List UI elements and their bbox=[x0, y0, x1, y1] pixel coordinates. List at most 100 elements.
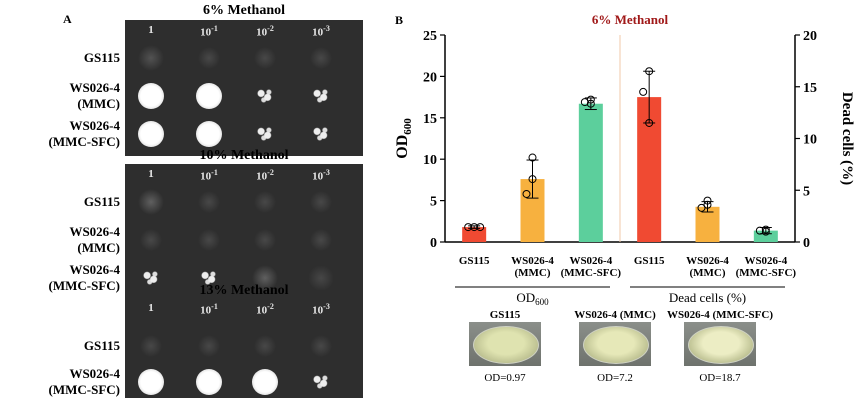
data-point bbox=[645, 118, 654, 127]
colony-spot bbox=[196, 189, 222, 215]
colony-spot bbox=[138, 83, 164, 109]
dilution-label: 10-1 bbox=[200, 168, 218, 183]
dilution-label: 10-2 bbox=[256, 24, 274, 39]
photo-title: WS026-4 (MMC-SFC) bbox=[666, 309, 773, 321]
data-point bbox=[703, 196, 712, 205]
plate-title: 6% Methanol bbox=[202, 3, 286, 18]
colony-spot bbox=[308, 333, 334, 359]
culture-dish bbox=[473, 326, 539, 364]
strain-variant: (MMC-SFC) bbox=[48, 278, 120, 293]
colony-spot bbox=[196, 45, 222, 71]
culture-dish bbox=[583, 326, 649, 364]
strain-label: WS026-4 (MMC) bbox=[20, 80, 120, 112]
right-tick-label: 15 bbox=[803, 81, 817, 96]
strain-name: WS026-4 bbox=[69, 80, 120, 95]
data-point bbox=[522, 189, 531, 198]
colony-spot bbox=[252, 333, 278, 359]
panel-a-letter: A bbox=[63, 12, 72, 26]
data-point bbox=[528, 175, 537, 184]
category-label-sub: (MMC-SFC) bbox=[561, 267, 622, 279]
strain-label: WS026-4 (MMC) bbox=[20, 224, 120, 256]
strain-name: WS026-4 bbox=[69, 366, 120, 381]
strain-variant: (MMC-SFC) bbox=[48, 382, 120, 397]
colony-spot bbox=[308, 227, 334, 253]
strain-name: GS115 bbox=[83, 50, 120, 65]
group-label-sub: 600 bbox=[535, 297, 549, 307]
data-point bbox=[586, 95, 595, 104]
category-label-sub: (MMC) bbox=[689, 267, 725, 279]
colony-spot bbox=[138, 265, 164, 291]
colony-spot bbox=[252, 227, 278, 253]
colony-spot bbox=[252, 265, 278, 291]
colony-spot bbox=[138, 121, 164, 147]
od-caption: OD=0.97 bbox=[484, 372, 526, 384]
colony-spot bbox=[308, 369, 334, 395]
agar-plate: 1 10-1 10-2 10-3 bbox=[125, 164, 363, 300]
colony-spot bbox=[138, 189, 164, 215]
plate-title: 13% Methanol bbox=[199, 283, 289, 298]
strain-variant: (MMC) bbox=[77, 240, 120, 255]
colony-spot bbox=[308, 265, 334, 291]
right-tick-label: 5 bbox=[803, 184, 810, 199]
strain-label: WS026-4 (MMC-SFC) bbox=[20, 366, 120, 398]
dilution-label: 10-2 bbox=[256, 168, 274, 183]
strain-name: GS115 bbox=[83, 194, 120, 209]
colony-spot bbox=[138, 45, 164, 71]
left-tick-label: 0 bbox=[430, 236, 437, 251]
data-point bbox=[476, 223, 485, 232]
strain-variant: (MMC-SFC) bbox=[48, 134, 120, 149]
chart-title: 6% Methanol bbox=[592, 12, 669, 27]
data-point bbox=[697, 203, 706, 212]
group-label: Dead cells (%) bbox=[669, 290, 746, 305]
colony-spot bbox=[252, 83, 278, 109]
dilution-label: 10-1 bbox=[200, 24, 218, 39]
colony-spot bbox=[196, 227, 222, 253]
colony-spot bbox=[138, 369, 164, 395]
panel-b-letter: B bbox=[395, 13, 403, 27]
data-point bbox=[645, 67, 654, 76]
plate-title: 10% Methanol bbox=[199, 148, 289, 163]
panel-b-chart: B 6% Methanol 0 5 10 15 20 25 0 5 10 15 20 OD600 Dead … bbox=[395, 12, 855, 307]
strain-name: WS026-4 bbox=[69, 262, 120, 277]
group-label: OD600 bbox=[516, 290, 549, 307]
colony-spot bbox=[252, 189, 278, 215]
dilution-label: 1 bbox=[148, 302, 154, 314]
colony-spot bbox=[138, 227, 164, 253]
dilution-label: 10-1 bbox=[200, 302, 218, 317]
strain-label: GS115 bbox=[20, 50, 120, 66]
agar-plate: 1 10-1 10-2 10-3 bbox=[125, 298, 363, 398]
right-axis-label: Dead cells (%) bbox=[839, 92, 855, 185]
data-point bbox=[755, 226, 764, 235]
left-axis-label-sub: 600 bbox=[402, 118, 414, 135]
strain-name: WS026-4 bbox=[69, 118, 120, 133]
culture-dish bbox=[688, 326, 754, 364]
colony-spot bbox=[196, 369, 222, 395]
colony-spot bbox=[196, 333, 222, 359]
category-label-sub: (MMC-SFC) bbox=[736, 267, 797, 279]
left-axis-label: OD600 bbox=[395, 118, 414, 159]
colony-spot bbox=[308, 45, 334, 71]
data-point bbox=[464, 223, 473, 232]
right-tick-label: 0 bbox=[803, 236, 810, 251]
strain-name: GS115 bbox=[83, 338, 120, 353]
colony-spot bbox=[308, 83, 334, 109]
colony-spot bbox=[252, 45, 278, 71]
bar bbox=[753, 230, 778, 242]
data-point bbox=[528, 153, 537, 162]
colony-spot bbox=[196, 83, 222, 109]
category-label: WS026-4 bbox=[744, 255, 787, 267]
dilution-label: 10-2 bbox=[256, 302, 274, 317]
agar-plate: 1 10-1 10-2 10-3 bbox=[125, 20, 363, 156]
colony-spot bbox=[252, 369, 278, 395]
left-tick-label: 5 bbox=[430, 195, 437, 210]
colony-spot bbox=[308, 121, 334, 147]
bar bbox=[695, 206, 720, 242]
dilution-label: 10-3 bbox=[312, 302, 330, 317]
photo-title: WS026-4 (MMC) bbox=[574, 309, 656, 321]
strain-label: GS115 bbox=[20, 194, 120, 210]
category-label: GS115 bbox=[634, 255, 665, 267]
right-tick-label: 10 bbox=[803, 133, 817, 148]
strain-label: WS026-4 (MMC-SFC) bbox=[20, 118, 120, 150]
left-tick-label: 20 bbox=[423, 70, 437, 85]
od-caption: OD=18.7 bbox=[699, 372, 741, 384]
